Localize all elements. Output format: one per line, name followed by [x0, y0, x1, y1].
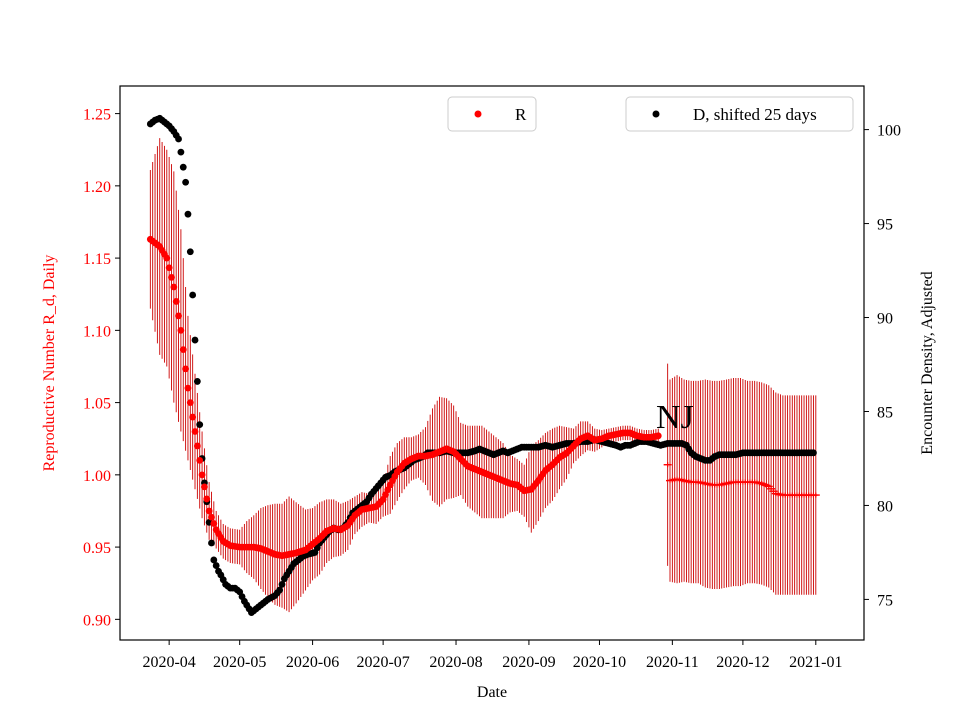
r-point: [165, 264, 173, 272]
r-continuation-point: [663, 462, 672, 468]
x-tick-label: 2021-01: [789, 654, 842, 671]
right-y-tick-label: 100: [877, 123, 901, 140]
r-point: [203, 495, 211, 503]
legend-r-marker: [474, 110, 482, 118]
d-point: [179, 163, 187, 171]
left-y-tick-label: 1.10: [83, 323, 111, 340]
right-y-tick-label: 90: [877, 311, 893, 328]
d-point: [208, 539, 215, 547]
left-y-tick-label: 1.00: [83, 468, 111, 485]
x-axis-label: Date: [477, 684, 507, 701]
left-y-tick-label: 1.05: [83, 396, 111, 413]
right-y-axis: 75 80 85 90 95 100: [864, 123, 901, 609]
r-point: [172, 298, 180, 305]
right-y-tick-label: 95: [877, 217, 893, 234]
r-point: [177, 326, 185, 334]
d-point: [184, 210, 192, 218]
x-tick-label: 2020-10: [573, 654, 626, 671]
legend-d-marker: [652, 110, 660, 118]
left-y-tick-label: 0.95: [83, 540, 111, 557]
x-tick-label: 2020-12: [716, 654, 769, 671]
legend-r-box: [447, 96, 537, 132]
d-point: [212, 562, 220, 569]
plot-frame: [119, 85, 865, 641]
r-point: [193, 442, 201, 450]
r-point: [210, 520, 218, 527]
right-y-tick-label: 75: [877, 592, 893, 609]
d-point: [189, 291, 197, 299]
d-point: [276, 586, 284, 594]
x-tick-label: 2020-04: [142, 654, 195, 671]
d-point: [193, 378, 201, 385]
legend-d-label: D, shifted 25 days: [693, 105, 817, 124]
r-point: [189, 413, 197, 421]
d-point: [177, 148, 185, 156]
left-y-tick-label: 0.90: [83, 612, 111, 629]
left-y-axis-label: Reproductive Number R_d, Daily: [41, 255, 58, 472]
left-y-axis: 0.90 0.95 1.00 1.05 1.10 1.15 1.20 1.25: [83, 107, 120, 629]
r-point: [184, 384, 192, 392]
left-y-tick-label: 1.20: [83, 179, 111, 196]
r-point: [175, 312, 182, 320]
left-y-tick-label: 1.15: [83, 251, 111, 268]
x-tick-label: 2020-06: [286, 654, 339, 671]
x-tick-label: 2020-09: [502, 654, 555, 671]
d-point: [210, 556, 218, 564]
x-tick-label: 2020-11: [646, 654, 699, 671]
r-point: [198, 471, 206, 479]
right-y-tick-label: 80: [877, 498, 893, 515]
x-axis: 2020-04 2020-05 2020-06 2020-07 2020-08 2020-…: [142, 640, 842, 671]
d-point: [810, 449, 817, 457]
r-point: [201, 483, 208, 491]
left-y-tick-label: 1.25: [83, 107, 111, 124]
d-point: [196, 421, 204, 429]
right-y-axis-label: Encounter Density, Adjusted: [919, 271, 936, 454]
r-point: [191, 428, 199, 435]
legend-d: D, shifted 25 days: [625, 96, 854, 132]
d-point: [175, 135, 182, 143]
legend-r-label: R: [515, 105, 527, 124]
x-tick-label: 2020-05: [213, 654, 266, 671]
r-point: [182, 365, 190, 373]
r-point: [168, 273, 175, 281]
r-series-layer: [146, 235, 820, 560]
r-point: [196, 456, 204, 464]
x-tick-label: 2020-08: [429, 654, 482, 671]
right-y-tick-label: 85: [877, 404, 893, 421]
x-tick-label: 2020-07: [356, 654, 409, 671]
legend-r: R: [447, 96, 537, 132]
d-point: [182, 178, 190, 186]
d-point: [186, 248, 194, 256]
errorbar-layer: [149, 138, 817, 613]
r-point: [186, 399, 194, 406]
d-series-layer: [146, 114, 817, 616]
r-point: [208, 513, 215, 521]
d-point: [191, 336, 199, 344]
r-continuation-point: [811, 492, 820, 498]
d-point: [278, 580, 286, 588]
r-point: [205, 507, 213, 515]
r-point: [179, 346, 187, 354]
r-point: [654, 432, 662, 440]
state-annotation: NJ: [656, 399, 694, 436]
r-point: [163, 254, 171, 262]
legend-d-box: [625, 96, 854, 132]
r-point: [170, 283, 178, 291]
